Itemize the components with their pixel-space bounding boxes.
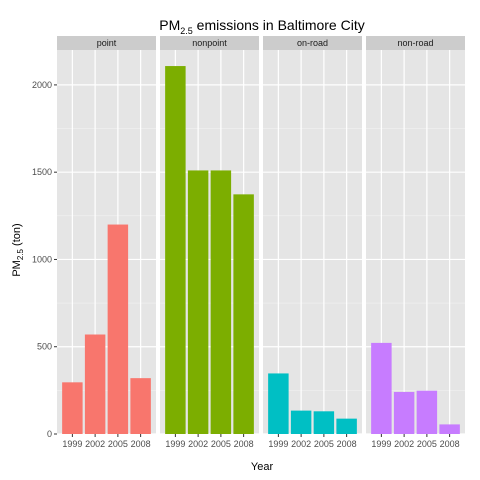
facet-strip (57, 36, 156, 50)
x-tick-label: 2002 (394, 439, 414, 449)
bar-non-road-2005 (416, 390, 438, 434)
panel-point: point 1999 2002 2005 2008 (57, 36, 156, 449)
x-tick-label: 2005 (108, 439, 128, 449)
x-tick-label: 2005 (314, 439, 334, 449)
x-tick-label: 1999 (62, 439, 82, 449)
bar-nonpoint-2002 (187, 170, 209, 434)
bar-nonpoint-2005 (210, 170, 232, 434)
x-tick-label: 2005 (211, 439, 231, 449)
bar-non-road-2008 (439, 424, 460, 434)
x-tick-label: 2005 (417, 439, 437, 449)
panel-on-road: on-road 1999 2002 2005 2008 (263, 36, 362, 449)
bar-on-road-1999 (268, 373, 289, 434)
bar-on-road-2002 (290, 410, 312, 434)
y-tick-label: 1500 (32, 167, 52, 177)
bar-nonpoint-2008 (233, 194, 254, 434)
x-tick-label: 2002 (291, 439, 311, 449)
bar-on-road-2008 (336, 418, 357, 434)
bar-point-2002 (84, 334, 106, 434)
facet-strip (263, 36, 362, 50)
y-tick-label: 1000 (32, 254, 52, 264)
x-tick-label: 2008 (440, 439, 460, 449)
facet-strip-label: on-road (297, 38, 328, 48)
chart-title: PM2.5 emissions in Baltimore City (159, 17, 364, 36)
facet-strip (366, 36, 465, 50)
bar-on-road-2005 (313, 411, 335, 434)
bar-nonpoint-1999 (165, 66, 186, 435)
x-tick-label: 1999 (371, 439, 391, 449)
facet-strip-label: point (97, 38, 117, 48)
panel-nonpoint: nonpoint 1999 2002 2005 2008 (160, 36, 259, 449)
y-tick-label: 500 (37, 342, 52, 352)
panel-background (57, 50, 156, 434)
y-tick-label: 2000 (32, 80, 52, 90)
facet-strip (160, 36, 259, 50)
panel-non-road: non-road 1999 2002 2005 2008 (366, 36, 465, 449)
x-tick-label: 2002 (85, 439, 105, 449)
x-tick-label: 2008 (337, 439, 357, 449)
y-axis-title: PM2.5 (ton) (11, 223, 25, 276)
x-tick-label: 2008 (234, 439, 254, 449)
bar-point-1999 (62, 382, 83, 434)
x-tick-label: 2008 (131, 439, 151, 449)
x-tick-label: 2002 (188, 439, 208, 449)
bar-point-2005 (107, 224, 129, 434)
bar-non-road-2002 (393, 391, 415, 434)
facet-strip-label: nonpoint (192, 38, 227, 48)
x-tick-label: 1999 (268, 439, 288, 449)
bar-point-2008 (130, 378, 151, 434)
bar-non-road-1999 (371, 342, 392, 434)
facet-strip-label: non-road (397, 38, 433, 48)
y-tick-labels: 0 500 1000 1500 2000 (32, 80, 57, 439)
x-axis-title: Year (251, 461, 274, 473)
x-tick-label: 1999 (165, 439, 185, 449)
panel-background (263, 50, 362, 434)
y-tick-label: 0 (47, 429, 52, 439)
